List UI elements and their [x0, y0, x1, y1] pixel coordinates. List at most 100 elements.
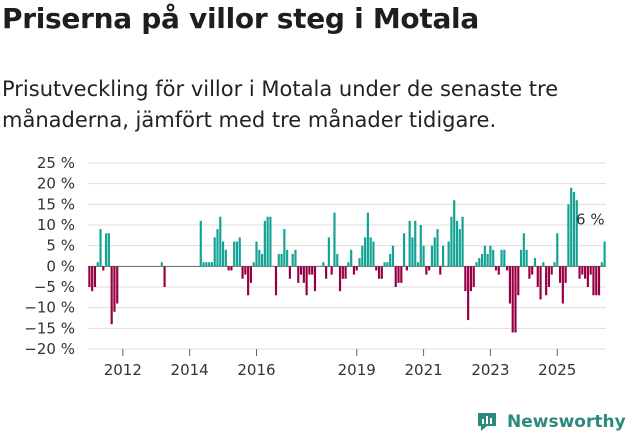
bar: [461, 216, 464, 267]
x-tick-label: 2012: [104, 361, 142, 379]
bar: [389, 253, 392, 267]
bar: [269, 216, 272, 267]
bar: [595, 266, 598, 296]
bar: [600, 262, 603, 267]
bar: [313, 266, 317, 292]
y-tick-label: 25 %: [37, 154, 75, 172]
bar: [430, 245, 434, 267]
bar: [263, 220, 266, 267]
bar: [469, 266, 473, 292]
bar: [533, 258, 537, 267]
bar: [578, 266, 581, 279]
y-tick-label: 20 %: [37, 175, 75, 193]
bar: [288, 266, 291, 279]
bar: [403, 233, 406, 267]
bar: [508, 266, 511, 304]
bar: [199, 220, 202, 267]
chart-title: Priserna på villor steg i Motala: [2, 2, 479, 35]
brand-name: Newsworthy: [507, 412, 626, 432]
bar: [414, 220, 417, 267]
bar: [514, 266, 517, 333]
bar: [519, 249, 523, 267]
bar: [586, 266, 589, 287]
bar: [536, 266, 539, 287]
bar: [210, 262, 214, 267]
bar: [299, 266, 303, 275]
bar: [472, 266, 475, 287]
bar: [597, 266, 601, 296]
bar: [483, 245, 486, 267]
bar: [221, 241, 225, 267]
bar: [394, 266, 397, 287]
bar: [224, 249, 227, 267]
bar: [252, 262, 255, 267]
bar: [355, 266, 358, 271]
bar: [291, 253, 294, 267]
bar: [336, 253, 339, 267]
bar: [160, 262, 163, 267]
bar: [517, 266, 520, 296]
bar: [286, 249, 289, 267]
bar: [110, 266, 113, 325]
bar: [455, 220, 459, 267]
bar: [497, 266, 500, 275]
bar: [494, 266, 498, 271]
bar: [464, 266, 467, 292]
bar: [241, 266, 244, 279]
bar: [230, 266, 233, 271]
bar: [247, 266, 250, 296]
bar: [405, 266, 408, 271]
y-tick-label: −10 %: [24, 299, 75, 317]
x-tick-label: 2016: [237, 361, 275, 379]
bar: [361, 245, 364, 267]
bar: [205, 262, 208, 267]
bar: [213, 237, 216, 267]
bar: [280, 253, 283, 267]
bar: [553, 262, 556, 267]
gridlines: [88, 162, 606, 350]
bar: [358, 258, 361, 267]
bar: [227, 266, 230, 271]
bar: [102, 266, 105, 271]
bar: [235, 241, 239, 267]
bar: [113, 266, 116, 312]
y-tick-label: −15 %: [24, 319, 75, 337]
bar: [467, 266, 470, 321]
bar: [411, 237, 414, 267]
bar: [93, 266, 97, 287]
x-tick-label: 2025: [538, 361, 576, 379]
bar: [302, 266, 305, 283]
bar: [325, 266, 328, 279]
bar: [545, 266, 548, 296]
bar: [500, 249, 503, 267]
bar: [88, 266, 91, 287]
bars: [88, 187, 606, 333]
y-tick-label: 15 %: [37, 195, 75, 213]
bar: [369, 237, 372, 267]
x-axis: 2012 2014 2016 2019 2021 2023 2025: [104, 349, 576, 379]
x-tick-label: 2023: [471, 361, 509, 379]
bar: [439, 266, 442, 275]
bar: [294, 249, 297, 267]
bar: [584, 266, 587, 279]
bar: [255, 241, 258, 267]
bar: [478, 258, 481, 267]
bar: [603, 241, 606, 267]
bar: [244, 266, 247, 275]
bar: [436, 229, 439, 267]
bar: [480, 253, 484, 267]
latest-value-annotation: 6 %: [576, 211, 605, 229]
bar: [219, 216, 222, 267]
bar: [308, 266, 311, 275]
bar: [581, 266, 584, 275]
x-tick-label: 2014: [171, 361, 209, 379]
bar: [503, 249, 506, 267]
bar: [202, 262, 205, 267]
bar: [372, 241, 375, 267]
bar: [311, 266, 314, 275]
bar: [564, 266, 567, 283]
bar: [539, 266, 542, 300]
bar: [344, 266, 347, 279]
bar: [274, 266, 278, 296]
bar: [567, 204, 570, 267]
